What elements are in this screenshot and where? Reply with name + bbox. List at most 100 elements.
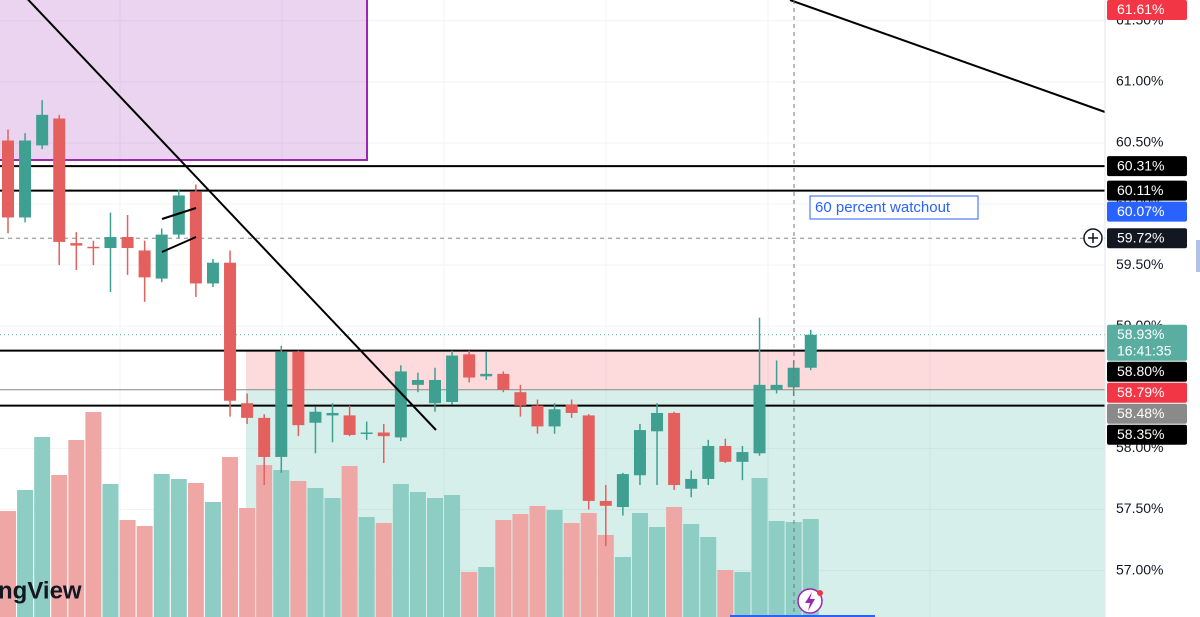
candle-body xyxy=(633,430,646,476)
volume-bar xyxy=(153,474,170,617)
candle-body xyxy=(206,262,219,284)
y-tick-label: 60.50% xyxy=(1116,134,1163,150)
volume-bar xyxy=(102,484,119,617)
alert-bolt xyxy=(805,592,815,611)
candle-body xyxy=(719,445,732,462)
candle-body xyxy=(309,411,322,423)
candle-body xyxy=(292,351,305,426)
candle-layer xyxy=(2,100,817,547)
candle-body xyxy=(70,243,83,246)
axis-labels: 61.50%61.00%60.50%60.00%59.50%59.00%58.0… xyxy=(1107,0,1187,577)
candle-body xyxy=(702,445,715,479)
volume-bar xyxy=(546,510,563,617)
price-label: 60.07% xyxy=(1117,203,1164,219)
candle-body xyxy=(2,140,14,218)
candle-body xyxy=(685,478,698,489)
candle-body xyxy=(480,373,493,377)
candle-body xyxy=(429,379,441,404)
candle-body xyxy=(258,417,271,457)
volume-bar xyxy=(273,470,290,617)
candle-body xyxy=(804,334,817,368)
volume-bar xyxy=(170,479,187,617)
volume-bar xyxy=(290,481,307,617)
volume-bar xyxy=(222,457,239,617)
candle-body xyxy=(651,412,664,432)
candle-body xyxy=(121,237,134,249)
candle-body xyxy=(446,355,459,402)
y-tick-label: 57.00% xyxy=(1116,561,1163,577)
trend-line xyxy=(789,0,1106,113)
volume-bar xyxy=(17,490,34,617)
add-button-plus xyxy=(1088,233,1098,243)
price-label-bg xyxy=(1107,201,1187,222)
volume-bar xyxy=(683,524,700,617)
price-label: 58.35% xyxy=(1117,426,1164,442)
candle-body xyxy=(36,114,49,146)
candle-body xyxy=(616,474,629,508)
candle-body xyxy=(360,432,373,435)
price-label: 58.79% xyxy=(1117,384,1164,400)
stop-zone xyxy=(246,350,1105,390)
candle-body xyxy=(104,237,117,249)
volume-bar xyxy=(341,466,358,617)
volume-bar xyxy=(666,507,683,617)
volume-bar xyxy=(768,521,785,617)
volume-bar xyxy=(204,502,221,617)
annotation: 60 percent watchout xyxy=(815,199,951,216)
y-tick-label: 61.00% xyxy=(1116,73,1163,89)
candle-body xyxy=(241,403,254,418)
volume-bar xyxy=(256,465,273,617)
candle-body xyxy=(514,392,527,406)
scroll-handle[interactable] xyxy=(1196,240,1200,272)
candle-body xyxy=(377,432,390,437)
candle-body xyxy=(172,195,185,235)
volume-bar xyxy=(187,483,204,617)
candle-body xyxy=(770,384,783,390)
candle-body xyxy=(497,373,510,390)
candle-body xyxy=(565,404,578,413)
volume-bar xyxy=(392,484,409,617)
volume-bar xyxy=(649,527,666,617)
volume-bar xyxy=(597,535,614,617)
price-label-bg xyxy=(1107,382,1187,403)
price-label: 60.11% xyxy=(1117,182,1163,198)
price-axis xyxy=(1105,0,1200,617)
volume-bar xyxy=(409,492,426,617)
price-label-bg xyxy=(1107,403,1187,424)
price-label-bg xyxy=(1107,156,1187,177)
price-label-bg xyxy=(1107,361,1187,382)
price-label: 59.72% xyxy=(1117,229,1164,245)
y-tick-label: 57.50% xyxy=(1116,500,1163,516)
alert-dot xyxy=(817,590,823,596)
candle-body xyxy=(411,379,424,385)
candle-body xyxy=(582,415,595,501)
volume-layer xyxy=(0,412,819,617)
trend-line xyxy=(161,236,197,253)
candle-body xyxy=(531,405,544,427)
candle-body xyxy=(138,250,151,278)
candle-body xyxy=(753,384,766,454)
price-label-bg xyxy=(1107,228,1187,249)
volume-bar xyxy=(734,572,751,617)
price-label: 58.93% xyxy=(1117,326,1164,342)
y-tick-label: 59.50% xyxy=(1116,256,1163,272)
price-label-bg xyxy=(1107,0,1187,20)
candle-body xyxy=(668,412,681,486)
volume-bar xyxy=(751,478,768,617)
candle-body xyxy=(224,262,237,401)
volume-bar xyxy=(0,511,16,617)
volume-bar xyxy=(580,513,597,617)
volume-bar xyxy=(461,572,478,617)
candle-body xyxy=(463,354,476,378)
candle-body xyxy=(343,415,356,435)
price-label: 58.80% xyxy=(1117,363,1164,379)
volume-bar xyxy=(85,412,102,617)
volume-bar xyxy=(529,506,546,617)
volume-bar xyxy=(136,526,153,617)
volume-bar xyxy=(495,520,512,617)
volume-bar xyxy=(614,557,631,617)
volume-bar xyxy=(307,488,324,617)
watermark: ngView xyxy=(0,577,82,604)
volume-bar xyxy=(375,523,392,617)
